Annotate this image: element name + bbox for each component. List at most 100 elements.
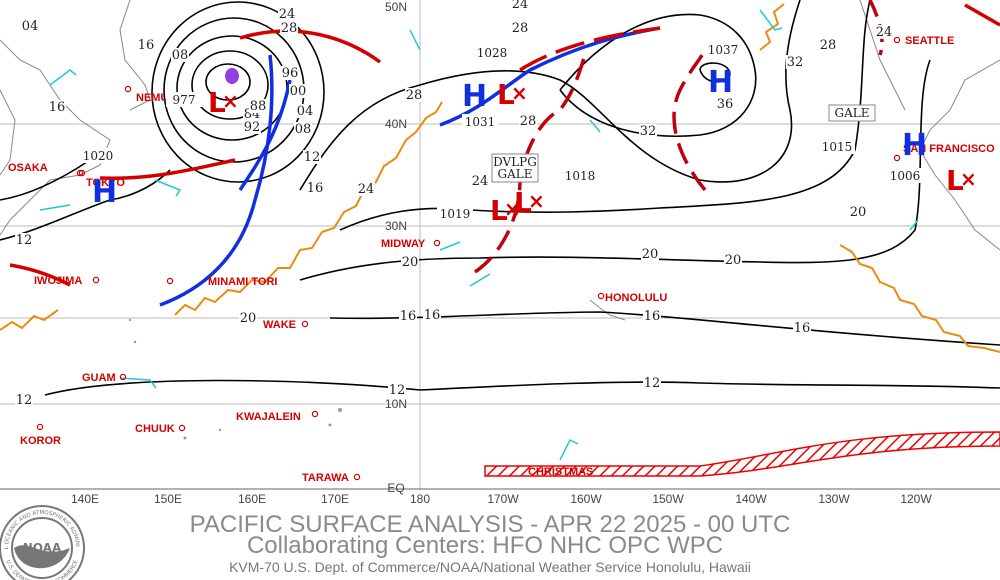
isobar-label: 16 (138, 38, 155, 53)
pressure-center: L (490, 194, 508, 227)
pressure-label-box (819, 139, 855, 154)
troughs (0, 3, 1000, 353)
station-label: HONOLULU (605, 292, 667, 304)
isobar-label: 08 (295, 122, 312, 137)
station-marker (78, 169, 86, 177)
station-label: TARAWA (302, 472, 349, 484)
isobar-label-box (786, 55, 804, 69)
isobar-label: 16 (400, 309, 417, 324)
isobar-label-box (399, 309, 417, 323)
isobar-label-box (641, 247, 659, 261)
longitude-label: 170W (487, 492, 519, 506)
longitude-label: 170E (321, 492, 349, 506)
station-label: IWOJIMA (34, 275, 82, 287)
isobar-label-box (171, 48, 189, 62)
isobar-label-box (21, 19, 39, 33)
pressure-label-box (562, 168, 598, 183)
station-label: WAKE (263, 319, 296, 331)
station-marker (36, 423, 44, 431)
station-marker (353, 473, 361, 481)
longitude-label: 140E (71, 492, 99, 506)
station-marker (301, 320, 309, 328)
longitude-label: 120W (900, 492, 932, 506)
isobar-label: 20 (725, 253, 742, 268)
latitude-label: 30N (385, 219, 407, 233)
low-cross: × (511, 81, 528, 105)
warning-label: GALE (835, 106, 870, 120)
isobar-label: 04 (22, 19, 39, 34)
longitude-label: 150W (652, 492, 684, 506)
pressure-label: 1015 (822, 140, 853, 154)
isobar-label-box (401, 255, 419, 269)
isobar-label-box (405, 88, 423, 102)
pressure-label-box (887, 168, 923, 183)
low-cross: × (504, 197, 521, 221)
isobar-label-box (511, 21, 529, 35)
isobar-label-box (289, 84, 307, 98)
station-marker (597, 292, 605, 300)
pressure-label-box (705, 42, 741, 57)
isobar-label-box (296, 104, 314, 118)
station-label: KOROR (20, 435, 61, 447)
longitude-label: 150E (154, 492, 182, 506)
pressure-label-box (462, 114, 498, 129)
isobar-label-box (48, 100, 66, 114)
isobar-label: 32 (787, 55, 804, 70)
station-label: GUAM (82, 372, 116, 384)
station-label: TOKYO (86, 177, 125, 189)
pressure-center: H (708, 65, 733, 100)
isobar-label-box (137, 38, 155, 52)
station-label: KWAJALEIN (236, 411, 301, 423)
isobar-label: 96 (282, 66, 299, 81)
isobar-label-box (819, 38, 837, 52)
longitude-label: 130W (818, 492, 850, 506)
station-marker (433, 239, 441, 247)
longitude-label: 140W (735, 492, 767, 506)
pressure-label-box (80, 148, 116, 163)
isobar-label-box (643, 309, 661, 323)
isobar-label: 00 (290, 84, 307, 99)
pressure-label: 1031 (465, 115, 496, 129)
isobar-label-box (471, 174, 489, 188)
isobar-label: 28 (512, 21, 529, 36)
station-marker (311, 410, 319, 418)
isobar-label: 20 (642, 247, 659, 262)
isobar-label-box (357, 182, 375, 196)
isobar-label-box (639, 124, 657, 138)
station-label: CHRISTMAS (528, 466, 593, 478)
low-cross: × (222, 89, 239, 113)
station-marker (893, 154, 901, 162)
longitude-label: 160W (570, 492, 602, 506)
isobar-label-box (423, 308, 441, 322)
station-label: CHUUK (135, 423, 175, 435)
latitude-label: 10N (385, 397, 407, 411)
isobar-label-box (793, 321, 811, 335)
longitude-label: 160E (238, 492, 266, 506)
map-subtitle: Collaborating Centers: HFO NHC OPC WPC (247, 532, 723, 559)
isobar-label: 12 (644, 376, 661, 391)
isobar-label-box (306, 181, 324, 195)
isobar-label: 28 (820, 38, 837, 53)
isobar-label: 88 (250, 99, 267, 114)
isobar-label: 12 (389, 383, 406, 398)
pressure-label: 1020 (83, 149, 114, 163)
isobar-label-box (280, 21, 298, 35)
isobar-label: 92 (244, 120, 261, 135)
pressure-center: H (462, 79, 487, 114)
isobar-label-box (849, 205, 867, 219)
isobar-label-box (278, 7, 296, 21)
isobar-label: 24 (472, 174, 489, 189)
isobar-label-box (249, 99, 267, 113)
latitude-label: EQ (387, 481, 404, 495)
isobar-label: 12 (16, 393, 33, 408)
warning-label: GALE (498, 167, 533, 181)
low-cross: × (528, 189, 545, 213)
pressure-center: L (497, 78, 515, 111)
isobar-label: 24 (279, 7, 296, 22)
isobar-label: 20 (402, 255, 419, 270)
isobar-label: 08 (172, 48, 189, 63)
pressure-label: 1018 (565, 169, 596, 183)
station-label: OSAKA (8, 162, 48, 174)
isobar-label: 36 (717, 97, 734, 112)
